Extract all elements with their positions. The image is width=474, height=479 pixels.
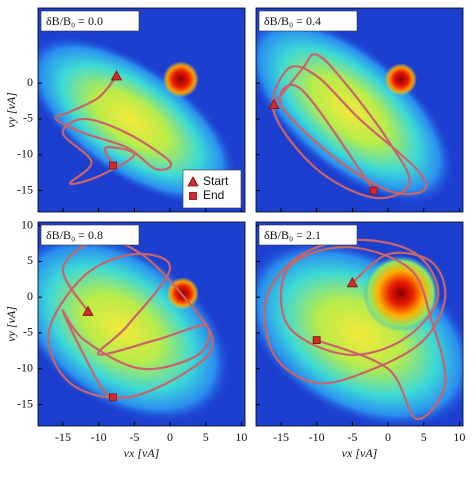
end-marker bbox=[369, 186, 378, 195]
y-tick-label: 0 bbox=[27, 75, 33, 89]
trajectory bbox=[271, 53, 428, 200]
panel-label: δB/B₀ = 2.1 bbox=[264, 228, 321, 242]
panel-label: δB/B₀ = 0.4 bbox=[264, 14, 321, 28]
end-marker bbox=[312, 336, 321, 345]
x-tick-label: -10 bbox=[309, 430, 325, 444]
start-marker bbox=[268, 98, 280, 110]
frame bbox=[37, 7, 246, 213]
y-tick-label: -10 bbox=[17, 360, 33, 374]
y-tick-label: 5 bbox=[27, 253, 33, 267]
trajectory bbox=[263, 238, 447, 420]
x-tick-label: 0 bbox=[167, 430, 173, 444]
y-tick-label: -5 bbox=[23, 325, 33, 339]
plot-area bbox=[256, 222, 463, 426]
legend-symbol bbox=[187, 176, 199, 187]
trajectory bbox=[54, 75, 173, 186]
y-tick-label: 0 bbox=[27, 289, 33, 303]
panel-label: δB/B₀ = 0.0 bbox=[46, 14, 103, 28]
heatmap-peak bbox=[384, 63, 417, 96]
label-box bbox=[258, 224, 358, 246]
y-tick-label: -10 bbox=[17, 146, 33, 160]
heatmap bbox=[38, 34, 239, 206]
frame bbox=[255, 7, 464, 213]
x-axis-label: vx [vA] bbox=[342, 446, 378, 460]
frame bbox=[37, 221, 246, 427]
plot-area bbox=[38, 8, 245, 212]
plot-area bbox=[256, 8, 463, 212]
x-axis-label: vx [vA] bbox=[124, 446, 160, 460]
x-tick-label: 10 bbox=[453, 430, 465, 444]
x-tick-label: -10 bbox=[91, 430, 107, 444]
x-tick-label: -15 bbox=[55, 430, 71, 444]
heatmap-peak bbox=[162, 61, 199, 98]
label-box bbox=[258, 10, 358, 32]
x-tick-label: -5 bbox=[347, 430, 357, 444]
plot-area bbox=[38, 222, 245, 426]
x-tick-label: 0 bbox=[385, 430, 391, 444]
start-marker bbox=[110, 70, 123, 81]
legend-label: Start bbox=[203, 174, 229, 188]
x-tick-label: 5 bbox=[421, 430, 427, 444]
y-tick-label: -5 bbox=[23, 111, 33, 125]
x-tick-label: 10 bbox=[235, 430, 247, 444]
panel: -15 -10 -5 0 5 10 10 5 0 -5 -10 -15 vx [vA] vy [vA] δB… bbox=[4, 217, 248, 460]
trajectory bbox=[47, 238, 214, 399]
label-box bbox=[40, 224, 140, 246]
y-tick-label: -15 bbox=[17, 182, 33, 196]
legend-box bbox=[182, 169, 242, 209]
end-marker bbox=[109, 161, 117, 170]
y-tick-label: 10 bbox=[21, 217, 33, 231]
y-axis-label: vy [vA] bbox=[4, 306, 18, 342]
legend-label: End bbox=[203, 188, 224, 202]
legend-symbol bbox=[189, 192, 197, 200]
y-tick-label: -15 bbox=[17, 396, 33, 410]
heatmap-peak bbox=[362, 255, 439, 332]
start-marker bbox=[82, 305, 94, 316]
panel-label: δB/B₀ = 0.8 bbox=[46, 228, 103, 242]
panel: -15 -10 -5 0 5 10 vx [vA] δB/B₀ = 2.1 bbox=[255, 221, 465, 460]
panel: δB/B₀ = 0.4 bbox=[255, 7, 464, 213]
label-box bbox=[40, 10, 140, 32]
frame bbox=[255, 221, 464, 427]
y-axis-label: vy [vA] bbox=[4, 92, 18, 128]
start-marker bbox=[346, 277, 359, 288]
x-tick-label: -15 bbox=[273, 430, 289, 444]
x-tick-label: -5 bbox=[129, 430, 139, 444]
x-tick-label: 5 bbox=[203, 430, 209, 444]
end-marker bbox=[109, 393, 117, 402]
